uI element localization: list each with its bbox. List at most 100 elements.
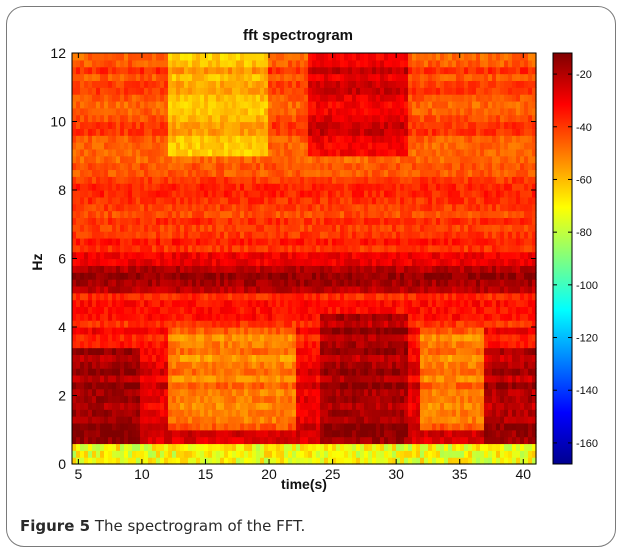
spectrogram-cell [440, 231, 445, 239]
spectrogram-cell [348, 333, 353, 342]
spectrogram-cell [104, 292, 109, 301]
spectrogram-cell [376, 416, 381, 424]
spectrogram-cell [180, 237, 185, 246]
spectrogram-cell [372, 313, 377, 321]
spectrogram-cell [432, 388, 437, 397]
spectrogram-cell [232, 272, 237, 280]
spectrogram-cell [380, 237, 385, 246]
spectrogram-cell [276, 361, 281, 369]
spectrogram-cell [124, 231, 129, 239]
spectrogram-cell [368, 231, 373, 239]
spectrogram-cell [160, 251, 165, 260]
spectrogram-cell [200, 374, 205, 383]
spectrogram-cell [512, 299, 517, 308]
spectrogram-cell [372, 340, 377, 349]
spectrogram-cell [232, 285, 237, 294]
spectrogram-cell [524, 354, 529, 362]
spectrogram-cell [524, 374, 529, 383]
spectrogram-cell [296, 416, 301, 424]
spectrogram-cell [228, 450, 233, 458]
spectrogram-cell [164, 422, 169, 431]
spectrogram-cell [508, 374, 513, 383]
spectrogram-cell [316, 368, 321, 376]
spectrogram-cell [380, 203, 385, 212]
spectrogram-cell [328, 340, 333, 349]
spectrogram-cell [280, 224, 285, 232]
spectrogram-cell [420, 272, 425, 280]
spectrogram-cell [336, 368, 341, 376]
spectrogram-cell [248, 347, 253, 355]
spectrogram-cell [436, 422, 441, 431]
spectrogram-cell [328, 313, 333, 321]
spectrogram-cell [452, 292, 457, 301]
spectrogram-cell [288, 299, 293, 308]
spectrogram-cell [212, 361, 217, 369]
spectrogram-cell [252, 333, 257, 342]
spectrogram-cell [452, 217, 457, 225]
spectrogram-cell [232, 409, 237, 417]
spectrogram-cell [292, 237, 297, 246]
spectrogram-cell [464, 416, 469, 424]
spectrogram-cell [420, 244, 425, 253]
spectrogram-cell [80, 251, 85, 260]
spectrogram-cell [496, 374, 501, 383]
spectrogram-cell [112, 347, 117, 355]
spectrogram-cell [152, 388, 157, 397]
spectrogram-cell [376, 210, 381, 218]
spectrogram-cell [184, 224, 189, 232]
spectrogram-cell [388, 388, 393, 397]
spectrogram-cell [436, 327, 441, 335]
spectrogram-cell [92, 285, 97, 294]
spectrogram-cell [72, 402, 77, 410]
spectrogram-cell [420, 210, 425, 218]
spectrogram-cell [476, 190, 481, 198]
spectrogram-cell [116, 231, 121, 239]
spectrogram-cell [164, 313, 169, 321]
spectrogram-cell [232, 183, 237, 191]
spectrogram-cell [452, 196, 457, 205]
spectrogram-cell [168, 299, 173, 308]
spectrogram-cell [384, 368, 389, 376]
spectrogram-cell [520, 169, 525, 177]
spectrogram-cell [288, 388, 293, 397]
spectrogram-cell [480, 299, 485, 308]
spectrogram-cell [444, 313, 449, 321]
spectrogram-cell [528, 176, 533, 184]
spectrogram-cell [448, 402, 453, 410]
spectrogram-cell [216, 265, 221, 273]
spectrogram-cell [168, 320, 173, 328]
spectrogram-cell [400, 210, 405, 218]
spectrogram-cell [192, 361, 197, 369]
spectrogram-cell [256, 258, 261, 266]
spectrogram-cell [440, 196, 445, 205]
spectrogram-cell [200, 320, 205, 328]
spectrogram-cell [384, 265, 389, 273]
spectrogram-cell [176, 340, 181, 349]
spectrogram-cell [332, 258, 337, 266]
spectrogram-cell [228, 409, 233, 417]
spectrogram-cell [428, 320, 433, 328]
spectrogram-cell [388, 244, 393, 253]
spectrogram-cell [160, 395, 165, 403]
spectrogram-cell [88, 196, 93, 205]
spectrogram-cell [76, 333, 81, 342]
spectrogram-cell [348, 258, 353, 266]
spectrogram-cell [324, 429, 329, 438]
spectrogram-cell [444, 354, 449, 362]
spectrogram-cell [396, 299, 401, 308]
spectrogram-cell [492, 313, 497, 321]
spectrogram-cell [476, 265, 481, 273]
spectrogram-cell [200, 429, 205, 438]
spectrogram-cell [224, 272, 229, 280]
spectrogram-cell [164, 237, 169, 246]
spectrogram-cell [388, 190, 393, 198]
spectrogram-cell [400, 320, 405, 328]
spectrogram-cell [144, 422, 149, 431]
spectrogram-cell [228, 368, 233, 376]
spectrogram-cell [384, 251, 389, 260]
spectrogram-cell [364, 436, 369, 445]
spectrogram-cell [444, 409, 449, 417]
spectrogram-cell [180, 381, 185, 390]
spectrogram-cell [152, 244, 157, 253]
spectrogram-cell [300, 374, 305, 383]
